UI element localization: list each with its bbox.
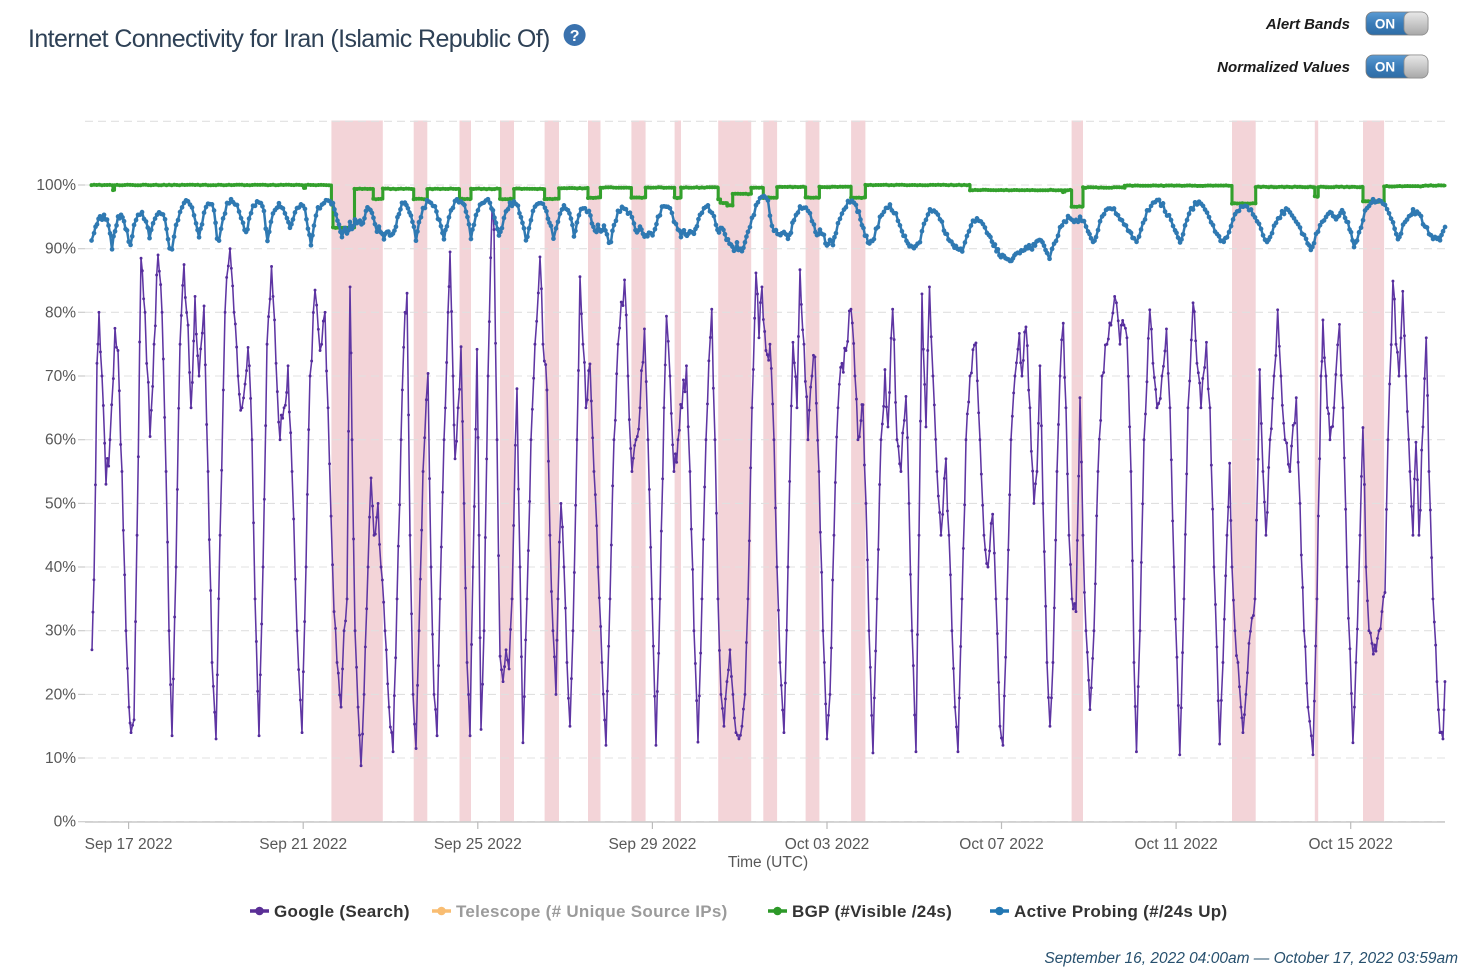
svg-text:20%: 20% [45,686,76,703]
svg-text:90%: 90% [45,241,76,258]
svg-text:Sep 25 2022: Sep 25 2022 [434,836,522,853]
svg-text:50%: 50% [45,495,76,512]
svg-text:ON: ON [1375,60,1395,75]
svg-text:Google (Search): Google (Search) [274,902,410,921]
svg-text:30%: 30% [45,623,76,640]
svg-text:Sep 21 2022: Sep 21 2022 [259,836,347,853]
svg-text:BGP (#Visible /24s): BGP (#Visible /24s) [792,902,952,921]
svg-text:0%: 0% [54,814,77,831]
svg-text:40%: 40% [45,559,76,576]
svg-text:ON: ON [1375,17,1395,32]
svg-text:Sep 17 2022: Sep 17 2022 [85,836,173,853]
svg-text:Active Probing (#/24s Up): Active Probing (#/24s Up) [1014,902,1227,921]
svg-text:?: ? [570,28,580,45]
svg-text:Oct 07 2022: Oct 07 2022 [959,836,1043,853]
svg-text:Internet Connectivity for Iran: Internet Connectivity for Iran (Islamic … [28,25,550,53]
svg-text:Oct 15 2022: Oct 15 2022 [1308,836,1392,853]
svg-text:Time (UTC): Time (UTC) [728,854,808,871]
svg-text:10%: 10% [45,750,76,767]
svg-text:100%: 100% [36,177,76,194]
svg-text:Oct 11 2022: Oct 11 2022 [1134,836,1217,853]
svg-text:September 16, 2022 04:00am — O: September 16, 2022 04:00am — October 17,… [1044,950,1458,967]
svg-text:70%: 70% [45,368,76,385]
svg-text:Oct 03 2022: Oct 03 2022 [785,836,869,853]
svg-text:Sep 29 2022: Sep 29 2022 [608,836,696,853]
svg-text:Alert Bands: Alert Bands [1265,16,1350,33]
svg-text:Telescope (# Unique Source IPs: Telescope (# Unique Source IPs) [456,902,728,921]
svg-text:Normalized Values: Normalized Values [1217,59,1350,76]
svg-text:80%: 80% [45,304,76,321]
svg-text:60%: 60% [45,432,76,449]
